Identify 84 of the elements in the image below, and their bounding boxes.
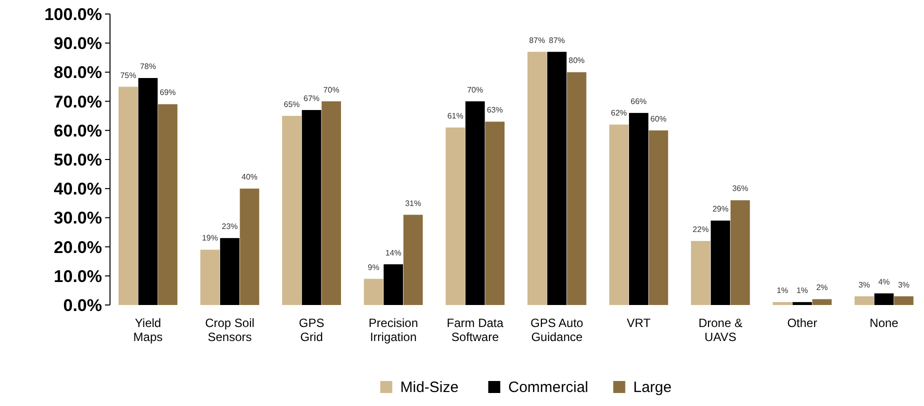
data-label: 69% — [160, 88, 176, 98]
data-label: 80% — [568, 56, 585, 66]
data-label: 63% — [486, 106, 503, 115]
y-tick-label: 40.0% — [54, 180, 102, 199]
bar — [894, 296, 914, 305]
data-label: 3% — [898, 280, 910, 290]
bar — [384, 264, 404, 305]
legend-label: Large — [633, 379, 672, 396]
data-label: 60% — [650, 114, 666, 124]
bar — [138, 78, 158, 305]
x-tick-label: GPS Auto Guidance — [530, 316, 584, 344]
data-label: 1% — [796, 286, 808, 296]
data-label: 4% — [878, 277, 890, 286]
data-label: 9% — [368, 262, 380, 272]
bar — [446, 127, 466, 305]
bar — [609, 124, 629, 305]
y-tick-label: 30.0% — [54, 208, 102, 228]
x-tick-label: None — [870, 316, 899, 330]
data-label: 61% — [447, 111, 464, 120]
x-tick-label: Precision Irrigation — [368, 316, 418, 344]
data-label: 62% — [610, 108, 627, 118]
bar — [792, 302, 812, 305]
y-tick-label: 0.0% — [63, 296, 102, 315]
bar — [220, 238, 240, 305]
bar — [403, 214, 423, 305]
bar — [772, 302, 792, 305]
bar — [302, 110, 322, 305]
data-label: 23% — [222, 222, 238, 232]
y-tick-label: 60.0% — [54, 121, 102, 140]
x-tick-label: VRT — [626, 316, 652, 330]
data-label: 22% — [692, 224, 709, 234]
data-label: 1% — [776, 286, 788, 296]
bar — [648, 130, 668, 305]
bar — [465, 101, 485, 305]
bar — [566, 72, 586, 305]
y-tick-label: 80.0% — [54, 63, 102, 82]
bar — [364, 278, 384, 305]
bar — [200, 250, 220, 305]
bar — [158, 104, 178, 305]
x-tick-label: GPS Grid — [298, 316, 324, 344]
bar — [282, 116, 302, 305]
data-label: 87% — [548, 36, 565, 45]
bar — [854, 296, 874, 305]
data-label: 70% — [323, 85, 340, 94]
bar — [730, 200, 750, 305]
x-tick-label: Drone & UAVS — [698, 316, 742, 344]
legend-label: Commercial — [508, 379, 588, 396]
bar — [710, 220, 730, 305]
data-label: 40% — [242, 172, 258, 182]
bar — [322, 101, 341, 305]
bar — [485, 122, 505, 305]
bar — [118, 86, 138, 305]
bar — [691, 240, 710, 305]
y-tick-label: 20.0% — [54, 238, 102, 257]
y-tick-label: 100.0% — [44, 4, 102, 24]
data-label: 3% — [858, 280, 870, 290]
bar — [527, 52, 547, 305]
data-label: 75% — [120, 70, 136, 80]
x-tick-label: Crop Soil Sensors — [205, 316, 254, 344]
x-tick-label: Other — [787, 316, 818, 330]
y-tick-label: 50.0% — [54, 150, 102, 170]
legend-label: Mid-Size — [400, 379, 459, 396]
bar — [812, 299, 832, 305]
data-label: 2% — [816, 283, 828, 292]
data-label: 66% — [630, 96, 647, 106]
data-label: 29% — [712, 204, 728, 214]
y-tick-label: 90.0% — [54, 34, 102, 54]
data-label: 19% — [202, 234, 218, 243]
bar — [240, 188, 260, 305]
x-tick-label: Yield Maps — [133, 316, 163, 344]
data-label: 14% — [385, 248, 402, 258]
y-tick-label: 70.0% — [54, 92, 102, 112]
data-label: 70% — [467, 85, 484, 94]
data-label: 31% — [405, 198, 422, 208]
bar — [874, 293, 894, 305]
data-label: 87% — [529, 36, 546, 45]
bar — [547, 52, 567, 305]
y-tick-label: 10.0% — [54, 266, 102, 286]
data-label: 67% — [304, 94, 320, 104]
data-label: 36% — [732, 184, 748, 194]
x-tick-label: Farm Data Software — [446, 316, 504, 344]
data-label: 65% — [284, 100, 300, 109]
bar — [628, 112, 648, 305]
data-label: 78% — [140, 62, 156, 72]
